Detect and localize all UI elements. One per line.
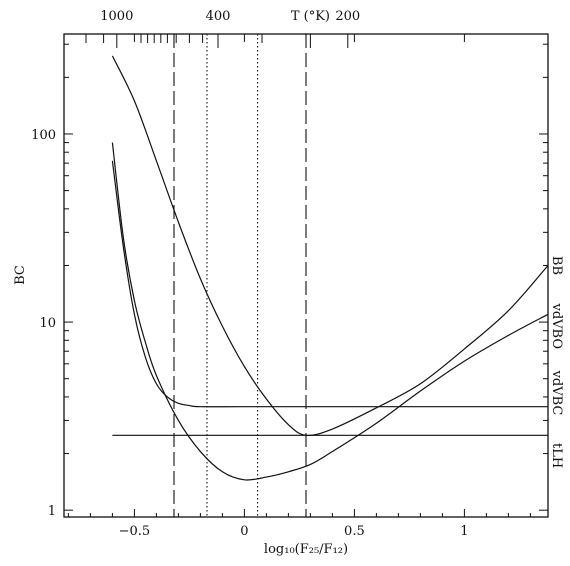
y-tick-label: 1 <box>48 504 56 519</box>
plot-frame <box>63 33 549 518</box>
top-tick-label: 1000 <box>100 9 133 24</box>
series-line-vdvbo <box>111 142 549 481</box>
series-line-vdvbc <box>111 160 548 408</box>
y-tick-label: 100 <box>31 128 56 143</box>
top-tick-label: T (°K) <box>291 9 330 24</box>
vlines-layer <box>173 34 307 517</box>
x-tick-label: 0.5 <box>344 524 365 539</box>
top-tick-label: 200 <box>335 9 360 24</box>
curve-label-vdvbo: vdVBO <box>549 303 564 350</box>
x-axis-label: log₁₀(F₂₅/F₁₂) <box>264 542 348 557</box>
curve-labels-layer: BB vdVBO vdVBC tLH <box>549 256 564 468</box>
x-tick-label: 1 <box>460 524 468 539</box>
x-tick-label: 0 <box>240 524 248 539</box>
ticks-layer: −0.5 0 0.5 1 1 10 100 1000 400 T (°K) 200 <box>31 9 548 539</box>
curve-label-vdvbc: vdVBC <box>549 370 564 416</box>
series-layer <box>111 55 549 481</box>
series-line-bb <box>111 55 549 437</box>
curve-label-bb: BB <box>549 256 564 275</box>
y-tick-label: 10 <box>39 316 56 331</box>
curve-label-tlh: tLH <box>549 443 564 468</box>
x-tick-label: −0.5 <box>119 524 151 539</box>
y-axis-label: BC <box>13 265 28 285</box>
top-tick-label: 400 <box>206 9 231 24</box>
